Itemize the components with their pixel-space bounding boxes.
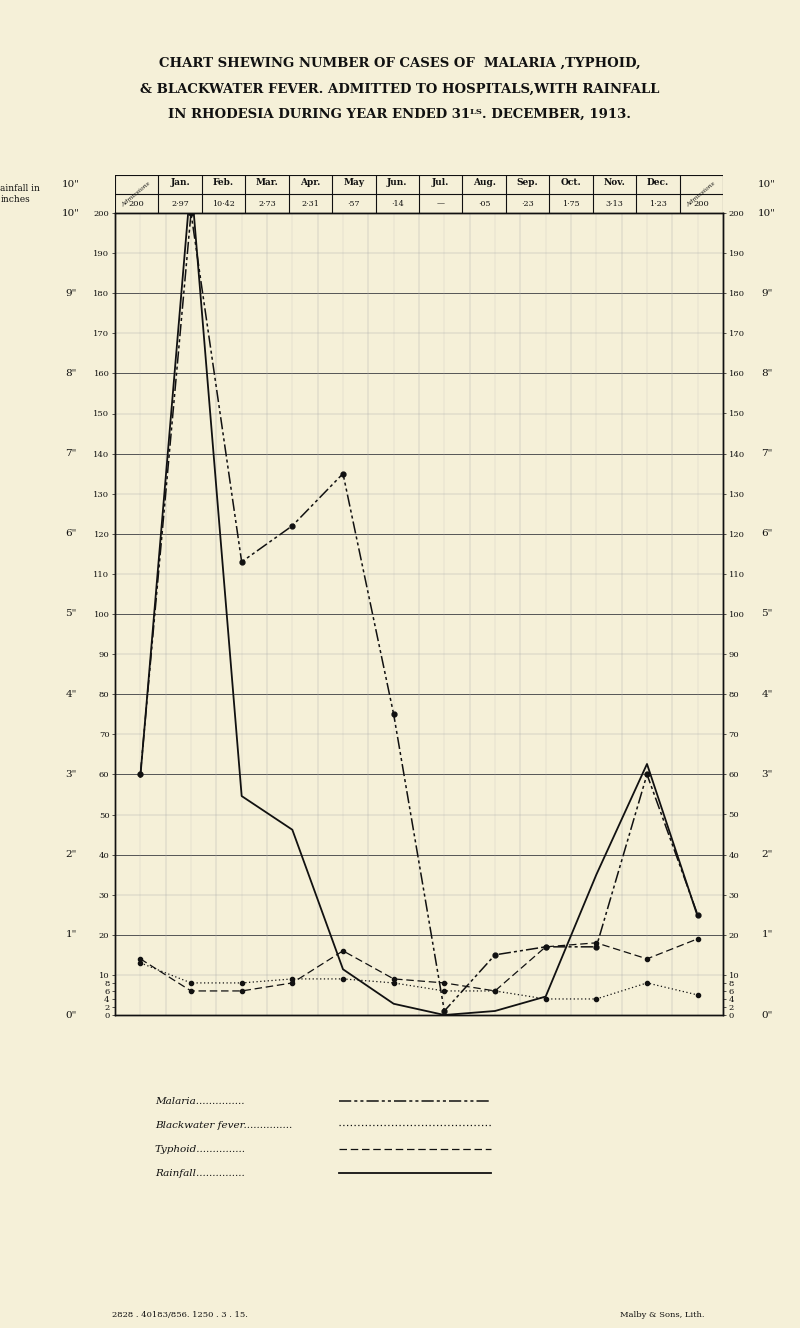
Text: Feb.: Feb. bbox=[213, 178, 234, 187]
Text: CHART SHEWING NUMBER OF CASES OF  MALARIA ,TYPHOID,: CHART SHEWING NUMBER OF CASES OF MALARIA… bbox=[159, 57, 641, 70]
Text: 200: 200 bbox=[129, 199, 145, 207]
Text: 3": 3" bbox=[66, 770, 77, 780]
Text: 2·97: 2·97 bbox=[171, 199, 189, 207]
Text: 1": 1" bbox=[66, 931, 77, 939]
Text: Malby & Sons, Lith.: Malby & Sons, Lith. bbox=[619, 1311, 704, 1319]
Text: Jan.: Jan. bbox=[170, 178, 190, 187]
Text: ·05: ·05 bbox=[478, 199, 490, 207]
Text: Mar.: Mar. bbox=[255, 178, 278, 187]
Text: 3·13: 3·13 bbox=[606, 199, 623, 207]
Text: 9": 9" bbox=[66, 288, 77, 297]
Text: 0": 0" bbox=[762, 1011, 773, 1020]
Text: Apr.: Apr. bbox=[300, 178, 321, 187]
Text: Jul.: Jul. bbox=[432, 178, 450, 187]
Text: 2·31: 2·31 bbox=[302, 199, 319, 207]
Text: 9": 9" bbox=[762, 288, 773, 297]
Text: Sep.: Sep. bbox=[517, 178, 538, 187]
Text: 1": 1" bbox=[762, 931, 773, 939]
Text: Dec.: Dec. bbox=[646, 178, 669, 187]
Text: 1·75: 1·75 bbox=[562, 199, 580, 207]
Text: 6": 6" bbox=[762, 530, 773, 538]
Text: ·14: ·14 bbox=[391, 199, 404, 207]
Text: 5": 5" bbox=[66, 610, 77, 619]
Text: 0": 0" bbox=[66, 1011, 77, 1020]
Text: 8": 8" bbox=[66, 369, 77, 378]
Text: ·23: ·23 bbox=[521, 199, 534, 207]
Text: 3": 3" bbox=[762, 770, 773, 780]
Text: 1·23: 1·23 bbox=[649, 199, 666, 207]
Text: 2828 . 40183/856. 1250 . 3 . 15.: 2828 . 40183/856. 1250 . 3 . 15. bbox=[112, 1311, 248, 1319]
Text: 4": 4" bbox=[762, 689, 773, 699]
Text: Jun.: Jun. bbox=[387, 178, 407, 187]
Text: Typhoid...............: Typhoid............... bbox=[155, 1145, 246, 1154]
Text: 8": 8" bbox=[762, 369, 773, 378]
Text: ·57: ·57 bbox=[348, 199, 360, 207]
Text: 2": 2" bbox=[66, 850, 77, 859]
Text: Aug.: Aug. bbox=[473, 178, 496, 187]
Text: 10·42: 10·42 bbox=[212, 199, 235, 207]
Text: Rainfall in
inches: Rainfall in inches bbox=[0, 185, 39, 203]
Text: 7": 7" bbox=[762, 449, 773, 458]
Text: 10": 10" bbox=[758, 208, 776, 218]
Text: Malaria...............: Malaria............... bbox=[155, 1097, 245, 1106]
Text: Nov.: Nov. bbox=[603, 178, 626, 187]
Text: Admissions: Admissions bbox=[686, 181, 717, 207]
Text: 10": 10" bbox=[62, 208, 80, 218]
Text: 2": 2" bbox=[762, 850, 773, 859]
Text: 10": 10" bbox=[62, 181, 80, 189]
Text: 5": 5" bbox=[762, 610, 773, 619]
Text: 7": 7" bbox=[66, 449, 77, 458]
Text: Rainfall...............: Rainfall............... bbox=[155, 1169, 245, 1178]
Text: Oct.: Oct. bbox=[561, 178, 582, 187]
Text: IN RHODESIA DURING YEAR ENDED 31ᴸᵀ. DECEMBER, 1913.: IN RHODESIA DURING YEAR ENDED 31ᴸᵀ. DECE… bbox=[169, 108, 631, 121]
Text: 200: 200 bbox=[694, 199, 709, 207]
Text: —: — bbox=[437, 199, 445, 207]
Text: & BLACKWATER FEVER. ADMITTED TO HOSPITALS,WITH RAINFALL: & BLACKWATER FEVER. ADMITTED TO HOSPITAL… bbox=[140, 82, 660, 96]
Text: Admissions: Admissions bbox=[122, 181, 152, 207]
Text: May: May bbox=[343, 178, 364, 187]
Text: 10": 10" bbox=[758, 181, 776, 189]
Text: 2·73: 2·73 bbox=[258, 199, 276, 207]
Text: Blackwater fever...............: Blackwater fever............... bbox=[155, 1121, 292, 1130]
Text: 6": 6" bbox=[66, 530, 77, 538]
Text: 4": 4" bbox=[66, 689, 77, 699]
